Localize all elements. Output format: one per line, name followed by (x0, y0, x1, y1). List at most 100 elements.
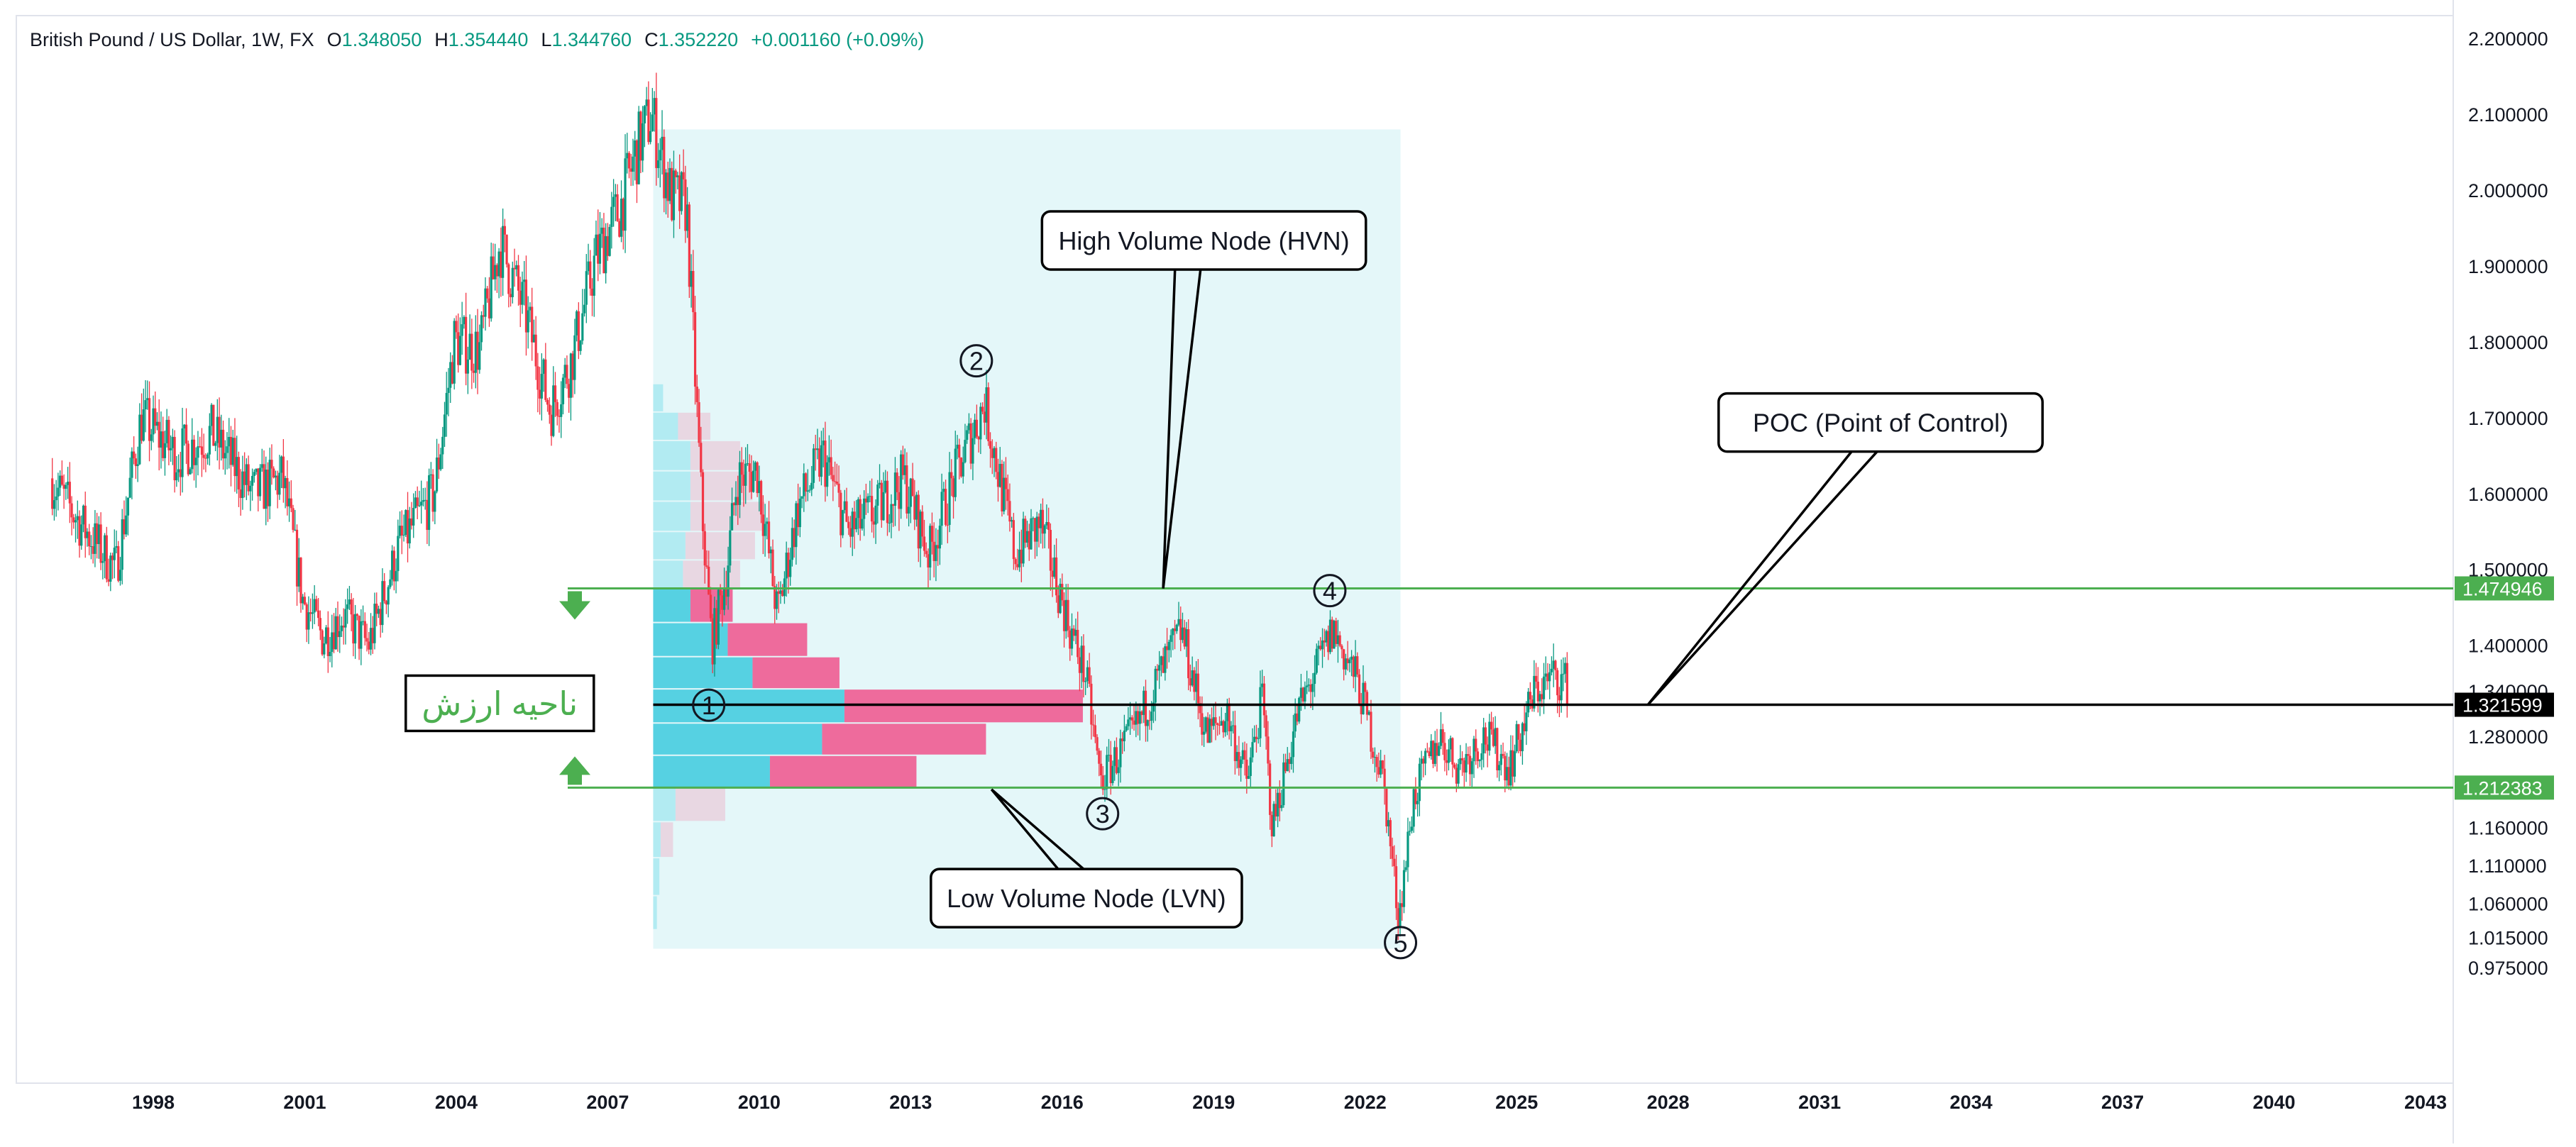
candle-body (546, 399, 549, 405)
candle-body (906, 465, 908, 514)
candle-body (1251, 742, 1254, 758)
candle-body (874, 505, 877, 525)
candle-body (303, 597, 307, 604)
candle-body (635, 140, 639, 184)
candle-body (76, 516, 79, 521)
candle-body (695, 387, 698, 402)
candle-body (845, 501, 848, 522)
candle-body (1235, 752, 1238, 761)
candle-body (290, 498, 292, 509)
candle-body (664, 172, 668, 199)
callout-box (1717, 392, 2044, 453)
candle-body (563, 365, 566, 378)
candle-body (1214, 717, 1217, 724)
ohlc-low-value: 1.344760 (551, 28, 632, 50)
candle-body (1233, 725, 1236, 761)
callout-label: ناحیه ارزش (422, 685, 578, 724)
candle-body (229, 436, 233, 465)
ohlc-open-key: O (326, 28, 342, 50)
candle-body (154, 408, 157, 426)
candle-body (410, 518, 413, 526)
candle-body (263, 464, 265, 509)
candle-body (1239, 759, 1243, 768)
candle-body (354, 614, 357, 644)
y-axis[interactable]: 2.3000002.2000002.1000002.0000001.900000… (2468, 0, 2548, 979)
value-area-high-badge-label: 1.474946 (2462, 579, 2543, 600)
wave-marker-circle (1384, 926, 1418, 960)
candle-body (880, 482, 883, 521)
candle-body (629, 168, 632, 172)
candle-body (53, 500, 56, 509)
candle-body (671, 167, 673, 221)
candle-body (268, 460, 271, 506)
candle-body (255, 468, 258, 472)
candle-body (1512, 750, 1514, 777)
wave-marker-circle (1313, 574, 1347, 608)
candle-body (381, 581, 384, 626)
candle-body (1041, 509, 1045, 534)
y-tick-label: 0.975000 (2468, 958, 2548, 979)
candle-body (1473, 738, 1475, 762)
candle-body (117, 545, 120, 581)
candle-body (995, 448, 998, 472)
candle-body (361, 621, 365, 622)
candle-body (1360, 704, 1363, 714)
candle-body (808, 489, 811, 491)
candle-body (798, 499, 801, 528)
candle-body (1008, 501, 1011, 522)
candle-body (1206, 717, 1209, 743)
candle-body (218, 416, 221, 448)
candle-body (1290, 757, 1293, 764)
candle-body (1426, 750, 1429, 752)
wave-marker-label: 3 (1096, 799, 1110, 829)
candle-body (1365, 692, 1369, 715)
callout-label: High Volume Node (HVN) (1058, 226, 1349, 255)
candle-body (826, 462, 829, 487)
candle-body (967, 423, 971, 431)
candle-body (519, 290, 522, 305)
candle-body (1465, 754, 1468, 773)
candle-body (785, 553, 788, 579)
x-axis[interactable]: 1998 2001 2004 2007 2010 2013 2016 2019 2022 2025… (132, 1092, 2447, 1113)
poc-badge (2455, 692, 2554, 717)
candle-body (1138, 711, 1141, 724)
candle-body (1523, 723, 1526, 731)
candle-body (204, 458, 207, 459)
candle-body (1032, 518, 1035, 519)
candle-body (732, 503, 735, 506)
candle-body (309, 612, 312, 614)
candle-body (1410, 826, 1414, 831)
candle-body (1356, 656, 1359, 675)
candle-body (1025, 531, 1029, 543)
candle-body (932, 541, 935, 561)
candle-body (441, 436, 444, 455)
candle-body (346, 604, 349, 609)
candle-body (1350, 656, 1353, 660)
candle-body (317, 610, 320, 619)
candle-body (1304, 687, 1306, 702)
candle-body (233, 438, 236, 477)
candle-body (257, 468, 260, 497)
candle-body (1407, 831, 1409, 868)
candle-body (389, 579, 392, 587)
candle-body (1162, 656, 1165, 673)
candle-body (1288, 759, 1291, 764)
x-tick-label: 2031 (1798, 1092, 1841, 1113)
candle-body (1327, 631, 1330, 653)
candle-body (344, 609, 347, 628)
candle-body (1191, 670, 1194, 686)
candle-body (1556, 670, 1559, 696)
candle-body (1463, 760, 1465, 773)
candle-body (142, 409, 145, 441)
candle-body (1193, 670, 1196, 692)
arrow-down-icon (559, 591, 590, 620)
candle-body (515, 265, 518, 270)
candle-body (915, 494, 918, 520)
candle-body (705, 565, 708, 567)
candle-body (133, 451, 136, 459)
candle-body (560, 404, 563, 417)
candle-body (1183, 627, 1186, 647)
candle-body (478, 342, 481, 370)
